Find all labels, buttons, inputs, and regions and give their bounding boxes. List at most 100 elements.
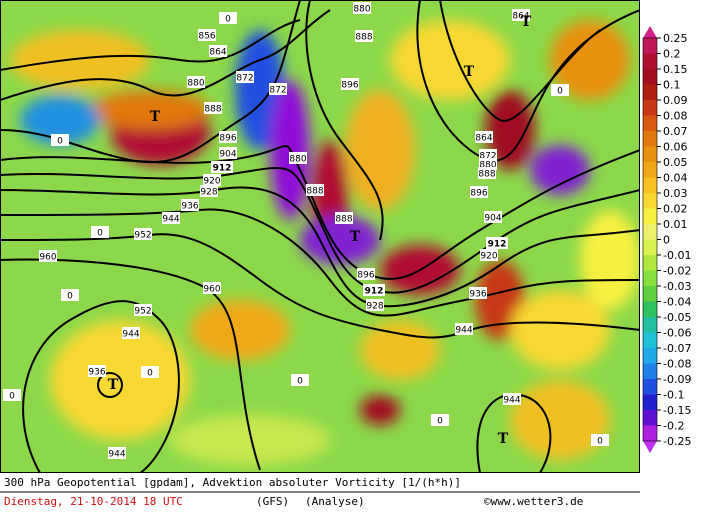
contour-label-bg <box>122 327 140 339</box>
contour-label-bg <box>269 83 287 95</box>
colorbar-tick-label: 0.03 <box>663 187 688 200</box>
contour-label-bg <box>431 414 449 426</box>
contour-label-bg <box>484 211 502 223</box>
colorbar-band <box>643 38 657 54</box>
colorbar-band <box>643 379 657 395</box>
contour-label-bg <box>512 9 530 21</box>
contour-label: 880 <box>353 5 370 15</box>
contour-label: 920 <box>203 177 220 187</box>
contour-label: 944 <box>162 215 179 225</box>
caption-model: (GFS) <box>256 495 289 508</box>
colorbar-band <box>643 394 657 411</box>
colorbar-tick-label: 0.06 <box>663 141 688 154</box>
colorbar-band <box>643 425 657 442</box>
contour-label: 888 <box>306 187 323 197</box>
contour-label-bg <box>134 228 152 240</box>
colorbar-tick-label: -0.25 <box>663 435 691 448</box>
colorbar-band <box>643 410 657 426</box>
contour-label: 888 <box>204 105 221 115</box>
contour-label-bg <box>88 365 106 377</box>
colorbar-tick-label: 0.02 <box>663 203 688 216</box>
colorbar-tick-label: 0.07 <box>663 125 688 138</box>
contour-label-bg <box>480 249 498 261</box>
contour-label: 0 <box>297 377 303 387</box>
contour-label-bg <box>219 147 237 159</box>
colorbar-band <box>643 162 657 178</box>
colorbar-tick-label: 0.15 <box>663 63 688 76</box>
contour-label: 896 <box>219 134 236 144</box>
colorbar-top <box>643 26 657 38</box>
colorbar-tick-label: -0.06 <box>663 327 691 340</box>
contour-label: 880 <box>289 155 306 165</box>
contour-label: 872 <box>236 74 253 84</box>
map-frame <box>0 0 640 473</box>
colorbar-tick-label: -0.01 <box>663 249 691 262</box>
contour-label: 928 <box>366 302 383 312</box>
colorbar-tick-label: -0.1 <box>663 389 684 402</box>
colorbar-band <box>643 348 657 364</box>
contour-label: 856 <box>198 32 215 42</box>
contour-label-bg <box>61 289 79 301</box>
contour-label: 888 <box>478 170 495 180</box>
contour-label-bg <box>503 393 521 405</box>
contour-label: 864 <box>209 48 226 58</box>
colorbar-band <box>643 53 657 70</box>
contour-label-bg <box>211 161 233 173</box>
contour-label: 960 <box>39 253 56 263</box>
contour-label-bg <box>551 84 569 96</box>
colorbar-tick-label: -0.2 <box>663 420 684 433</box>
caption-mode: (Analyse) <box>305 495 365 508</box>
contour-label: 912 <box>488 240 507 250</box>
contour-label-bg <box>3 389 21 401</box>
contour-label-bg <box>203 174 221 186</box>
colorbar-tick-label: 0 <box>663 234 670 247</box>
contour-label: 904 <box>219 150 236 160</box>
contour-label-bg <box>203 282 221 294</box>
field <box>0 0 640 473</box>
contour-label-bg <box>134 304 152 316</box>
colorbar-tick-label: -0.15 <box>663 404 691 417</box>
contour-label-bg <box>475 131 493 143</box>
contour-label-bg <box>341 78 359 90</box>
low-marker: T <box>350 229 361 245</box>
contour-label-bg <box>357 268 375 280</box>
contour-label: 0 <box>437 417 443 427</box>
colorbar-tick-label: 0.2 <box>663 48 681 61</box>
colorbar-tick-label: 0.08 <box>663 110 688 123</box>
caption-credit: ©www.wetter3.de <box>484 495 583 508</box>
low-marker: T <box>464 64 475 80</box>
contour-label-bg <box>187 76 205 88</box>
contour-label-bg <box>209 45 227 57</box>
contour-label: 912 <box>365 287 384 297</box>
colorbar-band <box>643 131 657 147</box>
colorbar-band <box>643 255 657 271</box>
contour-label-bg <box>478 167 496 179</box>
contour-label: 944 <box>503 396 520 406</box>
colorbar-band <box>643 363 657 380</box>
contour-label: 936 <box>88 368 105 378</box>
contour-label: 952 <box>134 307 151 317</box>
contour-label: 888 <box>335 215 352 225</box>
contour-label-bg <box>289 152 307 164</box>
colorbar-band <box>643 193 657 209</box>
colorbar-band <box>643 317 657 333</box>
contour-label-bg <box>455 323 473 335</box>
contour-label: 912 <box>213 164 232 174</box>
contour-label: 864 <box>475 134 492 144</box>
contour-label-bg <box>355 30 373 42</box>
contour-label: 928 <box>200 188 217 198</box>
colorbar-band <box>643 69 657 85</box>
contour-label-bg <box>591 434 609 446</box>
contour-label: 952 <box>134 231 151 241</box>
colorbar-band <box>643 177 657 194</box>
colorbar-tick-label: -0.03 <box>663 280 691 293</box>
contour-label-bg <box>200 185 218 197</box>
colorbar-band <box>643 146 657 163</box>
contour-label: 904 <box>484 214 501 224</box>
colorbar-band <box>643 115 657 132</box>
contour-label: 880 <box>479 161 496 171</box>
colorbar-band <box>643 301 657 318</box>
contour-label: 0 <box>67 292 73 302</box>
